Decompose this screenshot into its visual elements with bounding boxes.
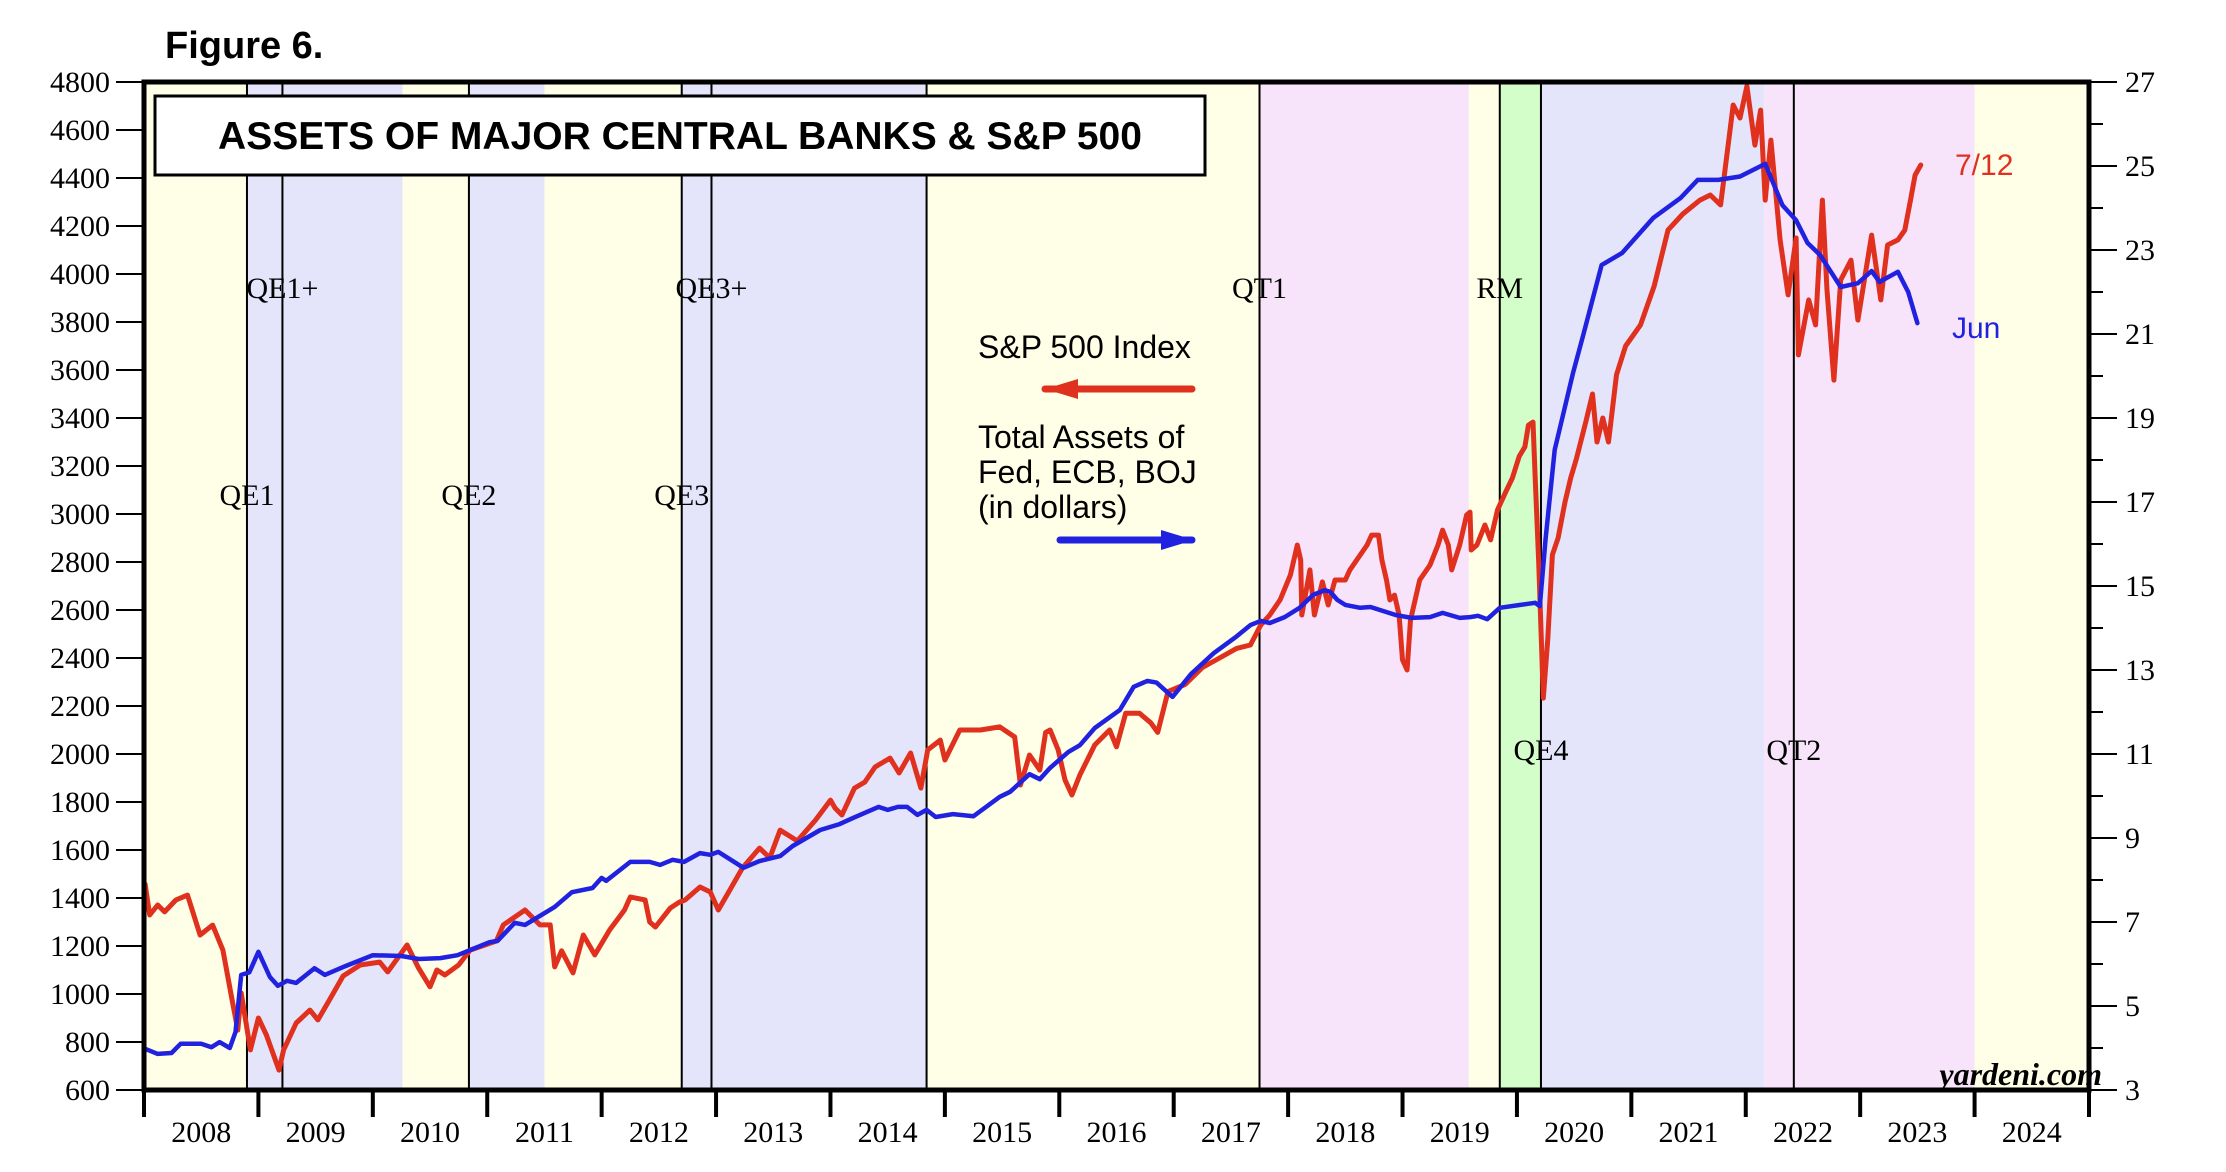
left-tick-label: 600 — [65, 1074, 110, 1107]
x-tick-label: 2017 — [1201, 1116, 1261, 1149]
left-tick-label: 2800 — [50, 546, 110, 579]
x-tick-label: 2014 — [858, 1116, 918, 1149]
legend-arrow-left-icon — [1041, 379, 1196, 399]
left-tick-label: 1400 — [50, 882, 110, 915]
x-tick-label: 2013 — [743, 1116, 803, 1149]
right-tick-label: 9 — [2125, 822, 2140, 855]
x-tick-label: 2008 — [171, 1116, 231, 1149]
right-tick-label: 13 — [2125, 654, 2155, 687]
right-tick-label: 11 — [2125, 738, 2154, 771]
right-tick-label: 17 — [2125, 486, 2155, 519]
band-green — [1499, 82, 1541, 1090]
left-tick-label: 3800 — [50, 306, 110, 339]
chart-title-box: ASSETS OF MAJOR CENTRAL BANKS & S&P 500 — [153, 94, 1207, 177]
band-pink — [1259, 82, 1469, 1090]
x-tick-label: 2024 — [2002, 1116, 2062, 1149]
left-tick-label: 3200 — [50, 450, 110, 483]
x-tick-label: 2012 — [629, 1116, 689, 1149]
title-box-frame — [153, 94, 1207, 177]
band-yellow — [402, 82, 469, 1090]
left-tick-label: 1200 — [50, 930, 110, 963]
right-tick-label: 27 — [2125, 66, 2155, 99]
event-label-qe1-plus: QE1+ — [246, 272, 318, 305]
watermark: yardeni.com — [1935, 1056, 2102, 1092]
left-tick-label: 4600 — [50, 114, 110, 147]
x-tick-label: 2011 — [515, 1116, 574, 1149]
right-tick-label: 15 — [2125, 570, 2155, 603]
figure-label: Figure 6. — [165, 25, 323, 67]
series-line-assets — [142, 161, 1920, 1057]
band-yellow — [1468, 82, 1500, 1090]
left-tick-label: 3600 — [50, 354, 110, 387]
legend-sp500-label: S&P 500 Index — [978, 329, 1191, 365]
legend: S&P 500 Index Total Assets of Fed, ECB, … — [978, 329, 1197, 550]
sp500-end-label: 7/12 — [1955, 149, 2013, 182]
right-tick-label: 7 — [2125, 906, 2140, 939]
x-tick-label: 2023 — [1887, 1116, 1947, 1149]
x-tick-label: 2020 — [1544, 1116, 1604, 1149]
left-tick-label: 1000 — [50, 978, 110, 1011]
left-tick-label: 4000 — [50, 258, 110, 291]
left-tick-label: 800 — [65, 1026, 110, 1059]
legend-assets-label-line2: Fed, ECB, BOJ — [978, 454, 1197, 490]
assets-end-label: Jun — [1952, 312, 2000, 345]
event-label-qe2: QE2 — [441, 479, 496, 512]
band-lavender — [681, 82, 927, 1090]
band-yellow — [144, 82, 247, 1090]
legend-assets-label-line3: (in dollars) — [978, 489, 1127, 525]
left-tick-label: 3400 — [50, 402, 110, 435]
band-lavender — [468, 82, 545, 1090]
left-tick-label: 2400 — [50, 642, 110, 675]
x-tick-label: 2009 — [286, 1116, 346, 1149]
legend-assets-label-line1: Total Assets of — [978, 419, 1184, 455]
event-label-qt2: QT2 — [1766, 734, 1821, 767]
left-tick-label: 4800 — [50, 66, 110, 99]
right-tick-label: 25 — [2125, 150, 2155, 183]
left-tick-label: 1600 — [50, 834, 110, 867]
x-tick-label: 2016 — [1087, 1116, 1147, 1149]
right-tick-label: 19 — [2125, 402, 2155, 435]
background-bands — [144, 82, 2089, 1090]
x-tick-label: 2015 — [972, 1116, 1032, 1149]
event-label-qe3-plus: QE3+ — [676, 272, 748, 305]
band-yellow — [1974, 82, 2089, 1090]
x-tick-label: 2010 — [400, 1116, 460, 1149]
chart-title: ASSETS OF MAJOR CENTRAL BANKS & S&P 500 — [218, 115, 1142, 158]
band-lavender — [246, 82, 403, 1090]
right-tick-label: 23 — [2125, 234, 2155, 267]
right-tick-label: 5 — [2125, 990, 2140, 1023]
band-yellow — [926, 82, 1260, 1090]
left-tick-label: 3000 — [50, 498, 110, 531]
left-tick-label: 2200 — [50, 690, 110, 723]
event-label-rm: RM — [1476, 272, 1523, 305]
axes: 600 800 1000 1200 1400 1600 1800 2000 2200 2400 26… — [50, 66, 2155, 1149]
left-tick-label: 4200 — [50, 210, 110, 243]
legend-arrow-right-icon — [1056, 530, 1196, 550]
series-layer — [142, 83, 1924, 1073]
x-tick-label: 2022 — [1773, 1116, 1833, 1149]
event-labels: QE1 QE1+ QE2 QE3 QE3+ QT1 RM QE4 QT2 — [219, 272, 1821, 767]
event-label-qe4: QE4 — [1513, 734, 1568, 767]
event-label-qt1: QT1 — [1232, 272, 1287, 305]
left-tick-label: 2000 — [50, 738, 110, 771]
left-tick-label: 2600 — [50, 594, 110, 627]
left-tick-label: 4400 — [50, 162, 110, 195]
band-yellow — [544, 82, 682, 1090]
event-label-qe1: QE1 — [219, 479, 274, 512]
band-lavender — [1540, 82, 1765, 1090]
right-tick-label: 21 — [2125, 318, 2155, 351]
x-tick-label: 2018 — [1315, 1116, 1375, 1149]
x-tick-label: 2021 — [1659, 1116, 1719, 1149]
x-tick-label: 2019 — [1430, 1116, 1490, 1149]
right-tick-label: 3 — [2125, 1074, 2140, 1107]
left-tick-label: 1800 — [50, 786, 110, 819]
event-label-qe3: QE3 — [654, 479, 709, 512]
band-pink — [1764, 82, 1975, 1090]
